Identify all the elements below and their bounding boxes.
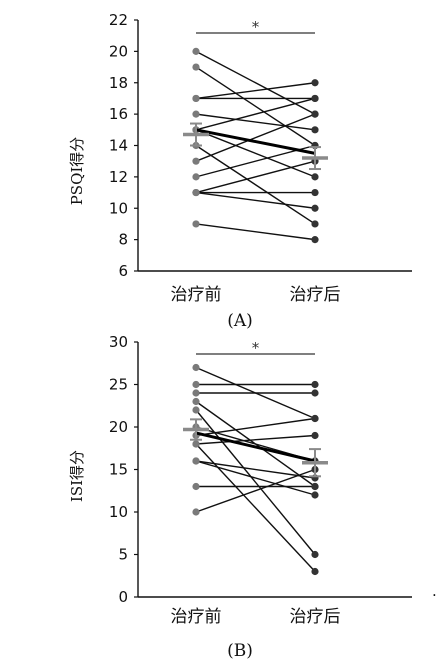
subject-line — [195, 129, 316, 178]
y-tick-label: 22 — [109, 11, 128, 29]
y-tick-label: 15 — [109, 461, 128, 479]
significance-marker: * — [252, 18, 260, 36]
mean-change-line — [195, 431, 316, 463]
subject-line — [195, 417, 316, 437]
subject-point-after — [311, 188, 319, 197]
subject-point-before — [192, 157, 200, 165]
subject-point-before — [192, 406, 200, 414]
subject-point-after — [311, 482, 319, 491]
panel-a-psqi-chart: 6 8 10 12 14 16 18 20 22 治疗前 治疗后 PSQI得分 (A) * — [68, 11, 412, 331]
subject-line — [195, 82, 316, 100]
subject-point-after — [311, 380, 319, 389]
subject-point-after — [311, 491, 319, 499]
subject-point-after — [311, 94, 319, 103]
subject-point-before — [192, 508, 200, 516]
subject-point-after — [311, 204, 319, 212]
y-tick-label: 14 — [109, 137, 128, 155]
subject-line — [195, 50, 316, 115]
y-tick-label: 30 — [109, 333, 128, 351]
panel-label: (A) — [227, 311, 253, 331]
subject-line — [195, 113, 316, 162]
mean-change-line — [195, 128, 316, 155]
subject-point-after — [311, 414, 319, 423]
subject-point-before — [192, 188, 200, 197]
x-category-label: 治疗后 — [290, 607, 341, 627]
subject-point-after — [311, 126, 319, 134]
subject-line — [195, 66, 316, 147]
subject-point-before — [192, 363, 200, 372]
x-category-label: 治疗后 — [290, 285, 341, 305]
subject-line — [195, 434, 316, 445]
subject-point-before — [192, 397, 200, 406]
subject-point-after — [311, 220, 319, 228]
subject-point-before — [192, 482, 200, 491]
y-tick-label: 25 — [109, 376, 128, 394]
panel-label: (B) — [227, 641, 253, 661]
y-tick-label: 6 — [118, 262, 128, 280]
subject-point-after — [311, 431, 319, 440]
subject-point-after — [311, 236, 319, 244]
y-axis-label: PSQI得分 — [68, 137, 86, 206]
subject-point-after — [311, 550, 319, 559]
subject-point-before — [192, 63, 200, 71]
subject-point-before — [192, 440, 200, 448]
y-tick-label: 12 — [109, 168, 128, 186]
y-tick-label: 16 — [109, 105, 128, 123]
subject-line — [195, 97, 316, 131]
y-tick-label: 18 — [109, 74, 128, 92]
significance-marker: * — [252, 339, 260, 357]
subject-point-before — [192, 110, 200, 118]
subject-point-before — [192, 220, 200, 228]
panel-b-isi-chart: 0 5 10 15 20 25 30 治疗前 治疗后 ISI得分 (B) * — [68, 333, 412, 661]
subject-line — [195, 443, 316, 572]
subject-line — [195, 144, 316, 225]
y-axis-label: ISI得分 — [68, 450, 86, 502]
subject-point-before — [192, 380, 200, 389]
subject-point-after — [311, 389, 319, 397]
y-tick-label: 20 — [109, 418, 128, 436]
subject-line — [195, 191, 316, 209]
y-tick-label: 10 — [109, 503, 128, 521]
y-tick-label: 20 — [109, 42, 128, 60]
subject-line — [195, 223, 316, 241]
footnote-mark: . — [432, 582, 437, 600]
y-tick-label: 0 — [118, 588, 128, 606]
y-tick-label: 8 — [118, 231, 128, 249]
subject-point-before — [192, 47, 200, 55]
subject-line — [195, 460, 316, 479]
subject-line — [195, 113, 316, 131]
subject-point-before — [192, 94, 200, 103]
subject-point-before — [192, 173, 200, 181]
subject-point-after — [311, 110, 319, 118]
subject-point-after — [311, 173, 319, 181]
subject-point-after — [311, 79, 319, 87]
subject-point-before — [192, 389, 200, 397]
subject-point-after — [311, 567, 319, 576]
subject-line — [195, 468, 316, 513]
y-tick-label: 5 — [118, 546, 128, 564]
x-category-label: 治疗前 — [171, 607, 222, 627]
y-tick-label: 10 — [109, 199, 128, 217]
subject-line — [195, 460, 316, 496]
subject-line — [195, 409, 316, 555]
subject-line — [195, 160, 316, 194]
subject-point-before — [192, 457, 200, 465]
x-category-label: 治疗前 — [171, 285, 222, 305]
